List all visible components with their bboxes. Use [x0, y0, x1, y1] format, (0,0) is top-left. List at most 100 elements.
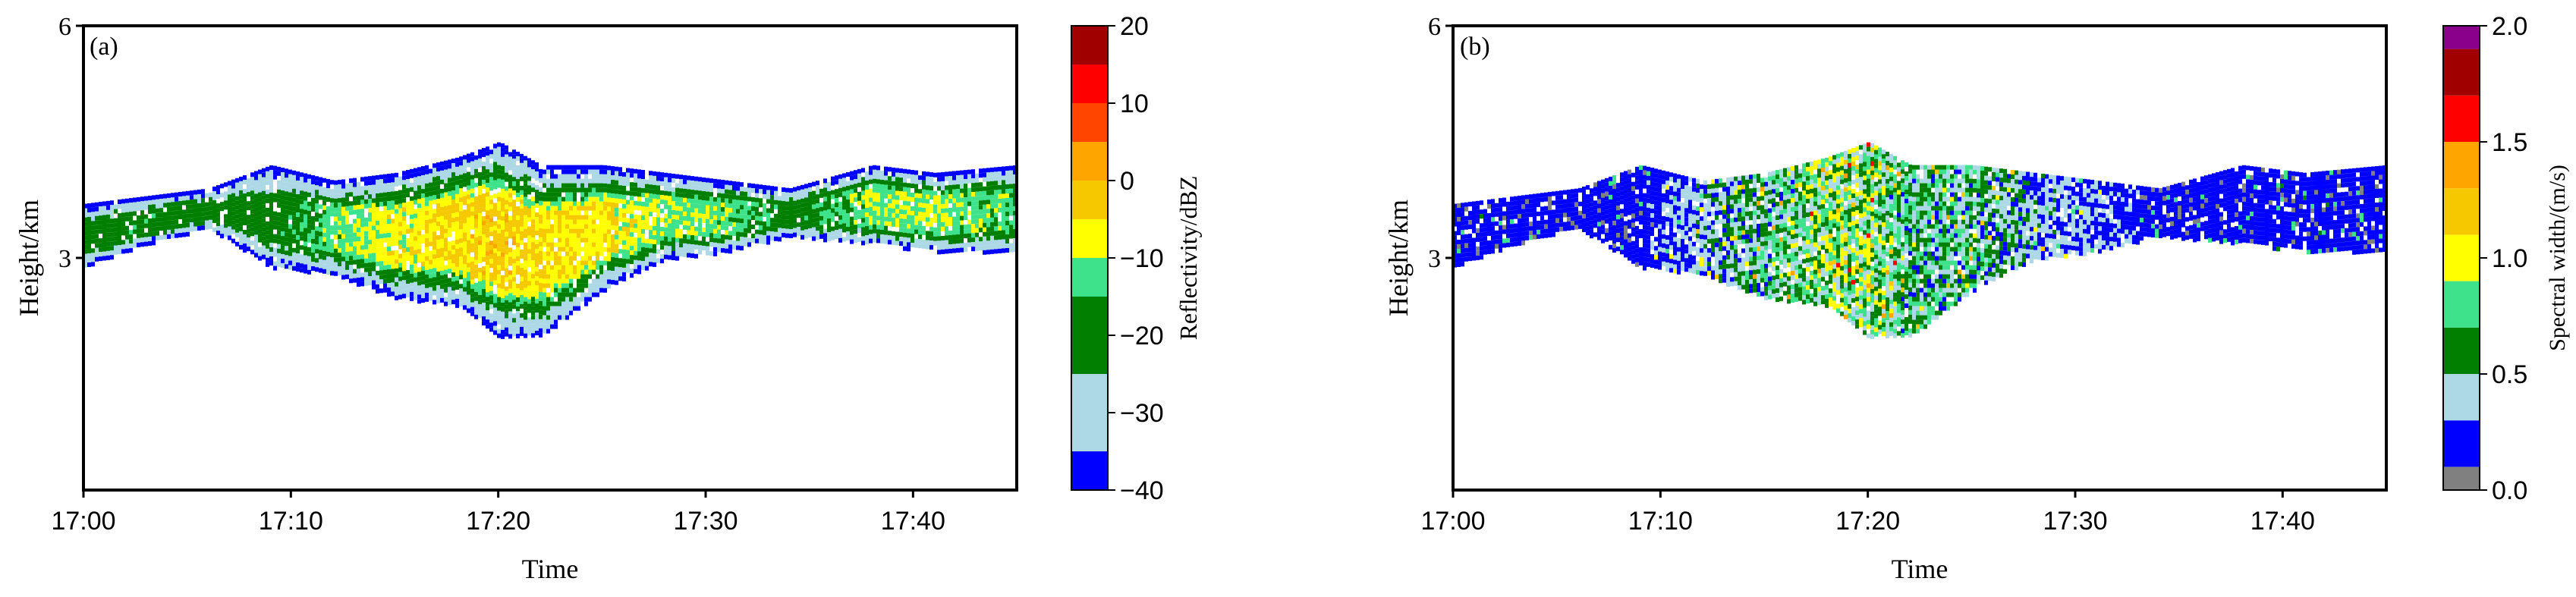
echo-cell	[125, 248, 129, 253]
echo-cell	[118, 227, 121, 232]
echo-cell	[588, 256, 592, 261]
echo-cell	[353, 205, 357, 210]
echo-cell	[258, 192, 262, 197]
echo-cell	[687, 244, 690, 249]
echo-cell	[527, 272, 531, 277]
echo-cell	[338, 230, 341, 235]
echo-cell	[319, 218, 322, 223]
echo-cell	[819, 220, 823, 225]
echo-cell	[467, 281, 470, 286]
echo-cell	[630, 191, 634, 196]
echo-cell	[527, 167, 531, 172]
echo-cell	[497, 306, 501, 311]
echo-cell	[599, 206, 603, 211]
echo-cell	[941, 222, 945, 227]
echo-cell	[486, 242, 489, 247]
echo-cell	[702, 186, 706, 191]
echo-cell	[550, 288, 554, 293]
echo-cell	[231, 229, 235, 234]
echo-cell	[983, 218, 986, 223]
echo-cell	[725, 203, 728, 208]
echo-cell	[607, 206, 611, 212]
echo-cell	[520, 153, 524, 159]
echo-cell	[262, 254, 266, 259]
echo-cell	[911, 183, 914, 188]
echo-cell	[683, 193, 687, 198]
echo-cell	[395, 222, 398, 228]
echo-cell	[133, 225, 137, 230]
echo-cell	[819, 215, 823, 221]
echo-cell	[201, 212, 205, 217]
echo-cell	[1005, 165, 1009, 171]
echo-cell	[626, 204, 630, 209]
echo-cell	[1013, 188, 1017, 193]
echo-cell	[546, 187, 550, 193]
echo-cell	[288, 251, 292, 256]
echo-cell	[675, 192, 679, 197]
echo-cell	[319, 236, 322, 241]
echo-cell	[140, 196, 144, 202]
echo-cell	[137, 196, 140, 202]
echo-cell	[580, 269, 584, 275]
echo-cell	[334, 266, 338, 272]
echo-cell	[486, 269, 489, 275]
echo-cell	[395, 236, 398, 241]
echo-cell	[489, 263, 493, 269]
echo-cell	[971, 228, 975, 234]
echo-cell	[201, 189, 205, 194]
echo-cell	[425, 256, 429, 261]
echo-cell	[728, 208, 732, 213]
echo-cell	[398, 235, 402, 240]
echo-cell	[273, 211, 277, 216]
echo-cell	[831, 208, 835, 213]
echo-cell	[804, 225, 808, 230]
echo-cell	[512, 227, 516, 232]
echo-cell	[432, 250, 436, 255]
echo-cell	[884, 203, 888, 208]
echo-cell	[941, 244, 945, 250]
echo-cell	[493, 184, 497, 190]
echo-cell	[550, 242, 554, 247]
echo-cell	[341, 220, 345, 225]
echo-cell	[353, 278, 357, 283]
echo-cell	[899, 241, 903, 247]
echo-cell	[436, 290, 440, 295]
echo-cell	[175, 206, 178, 211]
echo-cell	[357, 282, 360, 288]
echo-cell	[611, 189, 615, 194]
echo-cell	[531, 187, 535, 193]
echo-cell	[554, 265, 558, 270]
echo-cell	[774, 186, 778, 191]
echo-cell	[911, 196, 914, 202]
echo-cell	[880, 216, 884, 222]
echo-cell	[451, 177, 455, 182]
echo-cell	[216, 231, 220, 236]
echo-cell	[672, 215, 675, 220]
echo-cell	[789, 234, 793, 239]
echo-cell	[311, 184, 315, 190]
echo-cell	[592, 206, 596, 211]
echo-cell	[937, 204, 941, 209]
echo-cell	[964, 197, 967, 203]
echo-cell	[800, 230, 804, 235]
echo-cell	[102, 256, 106, 261]
echo-cell	[1002, 175, 1005, 181]
echo-cell	[429, 205, 432, 210]
echo-cell	[983, 200, 986, 205]
echo-cell	[569, 269, 573, 275]
echo-cell	[319, 186, 322, 191]
echo-cell	[618, 190, 622, 195]
echo-cell	[376, 261, 379, 266]
echo-cell	[850, 184, 854, 190]
echo-cell	[486, 310, 489, 316]
echo-cell	[763, 193, 766, 199]
echo-cell	[512, 313, 516, 319]
echo-cell	[956, 244, 960, 249]
echo-cell	[391, 196, 395, 201]
echo-cell	[725, 234, 728, 240]
echo-cell	[983, 177, 986, 182]
echo-cell	[827, 228, 831, 233]
echo-cell	[543, 196, 546, 202]
echo-cell	[941, 203, 945, 209]
echo-cell	[986, 240, 990, 246]
